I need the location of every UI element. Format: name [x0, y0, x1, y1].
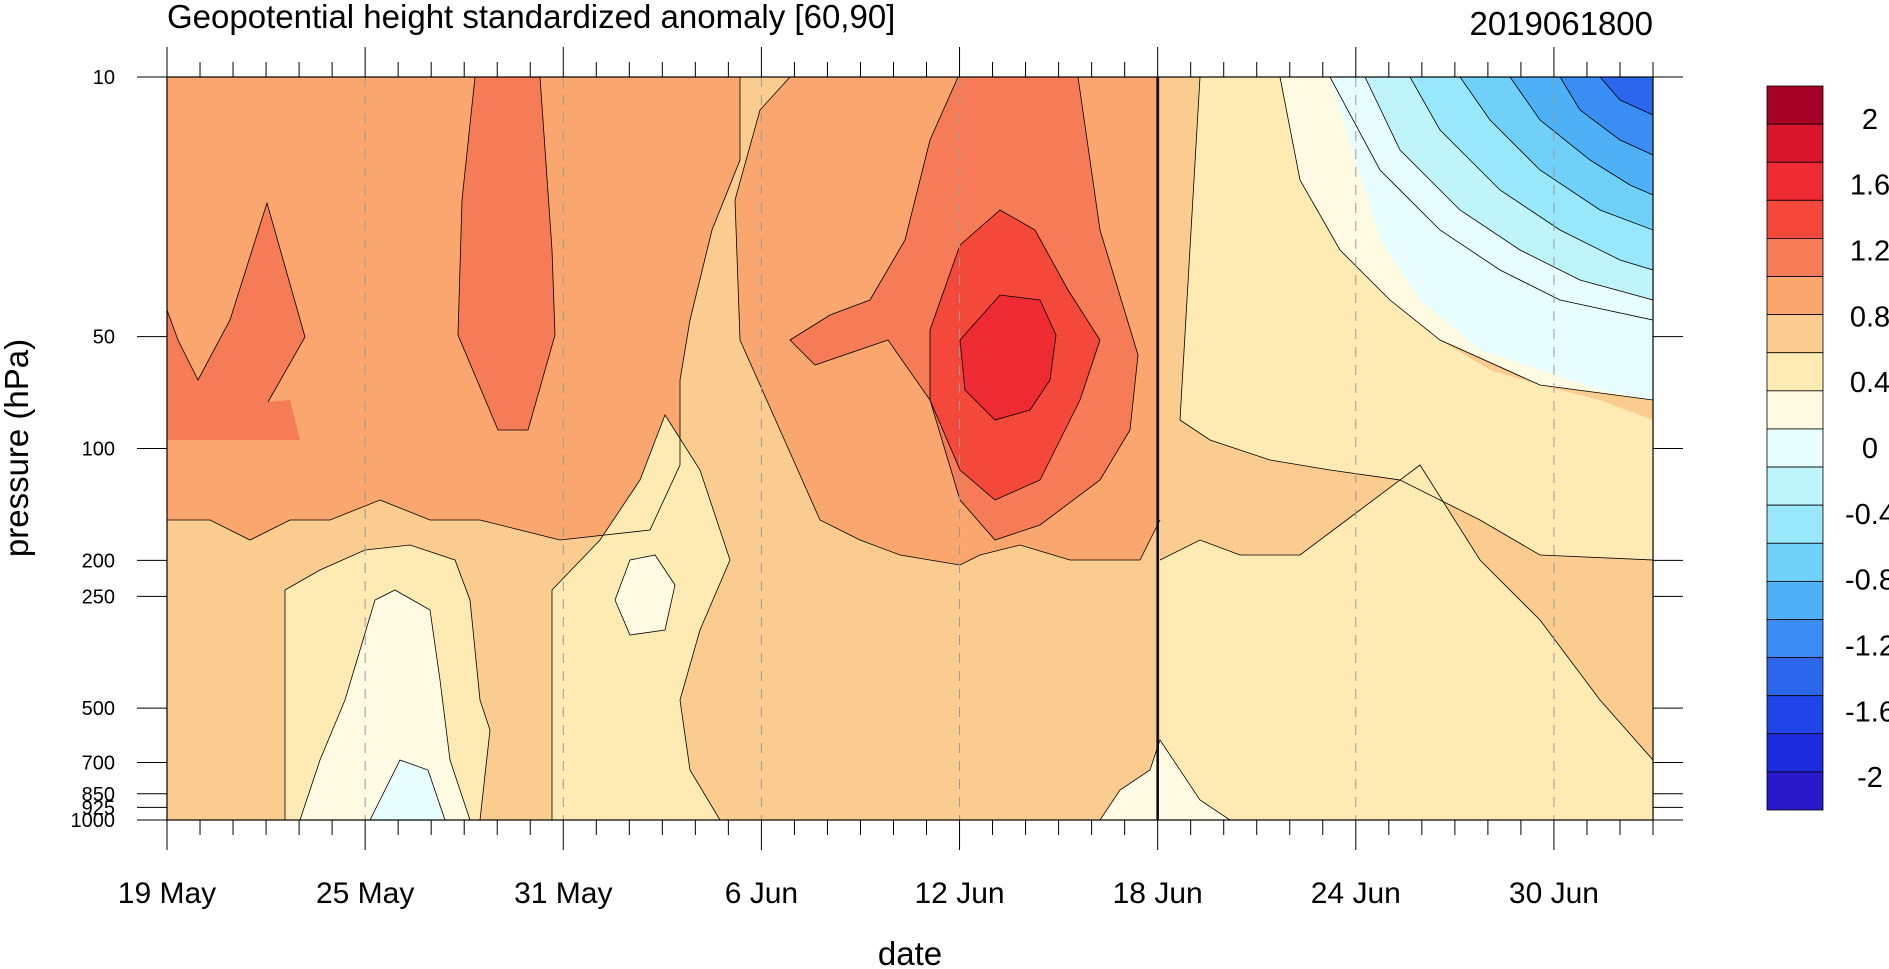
x-axis: 19 May 25 May 31 May 6 Jun 12 Jun 18 Jun 24 Ju… — [118, 47, 1654, 910]
colorbar-swatch — [1766, 85, 1824, 125]
anomaly-region-light-cyan — [1365, 77, 1653, 300]
x-tick-label: 31 May — [514, 877, 612, 910]
colorbar-swatch — [1766, 771, 1824, 811]
y-tick-label: 850 — [82, 784, 115, 806]
colorbar-label: -1.6 — [1845, 696, 1889, 728]
colorbar-swatch — [1766, 466, 1824, 506]
y-tick-label: 250 — [82, 586, 115, 608]
colorbar-label: -1.2 — [1845, 630, 1889, 662]
y-axis-label: pressure (hPa) — [0, 339, 35, 557]
y-tick-label: 1000 — [71, 810, 116, 832]
anomaly-region-red-bar — [458, 77, 555, 430]
colorbar-swatch — [1766, 276, 1824, 316]
x-tick-label: 18 Jun — [1113, 877, 1203, 910]
y-tick-label: 700 — [82, 752, 115, 774]
colorbar-swatch — [1766, 619, 1824, 658]
colorbar-swatch — [1766, 161, 1824, 201]
anomaly-region-blue-3 — [1600, 77, 1653, 115]
x-tick-label: 24 Jun — [1311, 877, 1401, 910]
anomaly-region-pale-cream-mid — [615, 555, 675, 635]
x-tick-label: 6 Jun — [725, 877, 798, 910]
colorbar-swatch — [1766, 352, 1824, 392]
anomaly-region-light-yellow-upper-east — [1180, 77, 1653, 560]
anomaly-region-light-yellow-east — [1160, 465, 1653, 820]
x-tick-label: 19 May — [118, 877, 216, 910]
x-tick-label: 12 Jun — [914, 877, 1004, 910]
anomaly-region-red-west — [167, 203, 305, 440]
contour-lines — [167, 77, 1653, 820]
colorbar-label: 2 — [1862, 104, 1878, 136]
anomaly-region-cyan-west-surface — [370, 760, 445, 820]
colorbar-swatch — [1766, 695, 1824, 735]
anomaly-region-deeper-red — [960, 295, 1056, 420]
anomaly-region-pale-east-surface — [1100, 740, 1230, 820]
y-tick-label: 100 — [82, 439, 115, 461]
colorbar-swatch — [1766, 733, 1824, 773]
colorbar-label: 1.6 — [1850, 170, 1889, 202]
anomaly-region-blue-2 — [1560, 77, 1653, 155]
colorbar-swatch — [1766, 580, 1824, 620]
y-tick-label: 925 — [82, 797, 115, 819]
colorbar-swatch — [1766, 390, 1824, 430]
chart-date-label: 2019061800 — [1469, 5, 1653, 42]
colorbar-swatch — [1766, 504, 1824, 544]
x-axis-label: date — [878, 935, 942, 969]
colorbar-swatch — [1766, 199, 1824, 239]
y-tick-label: 200 — [82, 550, 115, 572]
anomaly-region-cyan-1 — [1410, 77, 1653, 270]
colorbar-swatch — [1766, 428, 1824, 468]
x-tick-label: 30 Jun — [1509, 877, 1599, 910]
colorbar-swatch — [1766, 314, 1824, 354]
colorbar-label: -0.4 — [1845, 499, 1889, 531]
x-tick-label: 25 May — [316, 877, 414, 910]
y-tick-label: 500 — [82, 698, 115, 720]
y-tick-label: 50 — [93, 327, 115, 349]
colorbar-swatch — [1766, 123, 1824, 163]
chart-title: Geopotential height standardized anomaly… — [167, 0, 895, 35]
anomaly-region-pale-cyan — [1330, 77, 1653, 400]
colorbar-label: 0.4 — [1850, 367, 1889, 399]
colorbar: 2 1.6 1.2 0.8 0.4 0 -0.4 -0.8 -1.2 -1.6 -2 — [1766, 85, 1889, 811]
contour-field — [167, 77, 1653, 820]
colorbar-label: 0.8 — [1850, 301, 1889, 333]
y-tick-label: 10 — [93, 67, 115, 89]
colorbar-swatch — [1766, 542, 1824, 582]
anomaly-region-blue-1 — [1510, 77, 1653, 195]
colorbar-label: -2 — [1857, 762, 1883, 794]
anomaly-region-strong-orange — [167, 77, 740, 540]
anomaly-region-pale-cream-west — [300, 590, 470, 820]
colorbar-label: 0 — [1862, 433, 1878, 465]
colorbar-swatch — [1766, 238, 1824, 277]
colorbar-label: 1.2 — [1850, 236, 1889, 268]
colorbar-label: -0.8 — [1845, 565, 1889, 597]
anomaly-region-cyan-2 — [1460, 77, 1653, 230]
colorbar-swatch — [1766, 657, 1824, 697]
